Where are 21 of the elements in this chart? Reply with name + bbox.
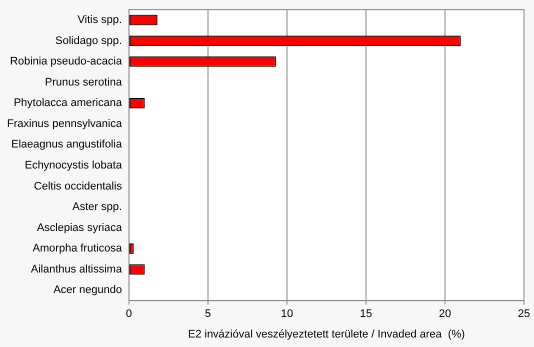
y-tick-label: Solidago spp. bbox=[55, 34, 122, 47]
y-tick-label: Ailanthus altissima bbox=[30, 263, 123, 276]
y-tick-label: Prunus serotina bbox=[44, 76, 123, 88]
x-tick-label: 10 bbox=[280, 308, 294, 320]
x-axis-title: E2 invázióval veszélyeztetett területe / Invaded area (%) bbox=[188, 328, 465, 340]
x-tick-label: 20 bbox=[438, 308, 452, 320]
y-tick-label: Acer negundo bbox=[53, 284, 122, 296]
x-tick-label: 25 bbox=[518, 308, 530, 320]
y-tick-label: Asclepias syriaca bbox=[36, 222, 123, 234]
x-tick-label: 0 bbox=[126, 308, 132, 320]
x-tick-label: 15 bbox=[360, 308, 372, 320]
y-tick-label: Aster spp. bbox=[72, 201, 122, 214]
y-tick-label: Celtis occidentalis bbox=[34, 180, 122, 192]
y-tick-label: Elaeagnus angustifolia bbox=[11, 138, 123, 151]
y-tick-label: Echynocystis lobata bbox=[24, 160, 123, 172]
y-tick-label: Phytolacca americana bbox=[14, 97, 123, 110]
y-tick-label: Vitis spp. bbox=[78, 14, 122, 26]
y-tick-label: Amorpha fruticosa bbox=[32, 242, 123, 255]
y-tick-label: Fraxinus pennsylvanica bbox=[6, 118, 123, 130]
x-tick-label: 5 bbox=[204, 308, 212, 320]
y-tick-label: Robinia pseudo-acacia bbox=[10, 56, 123, 68]
